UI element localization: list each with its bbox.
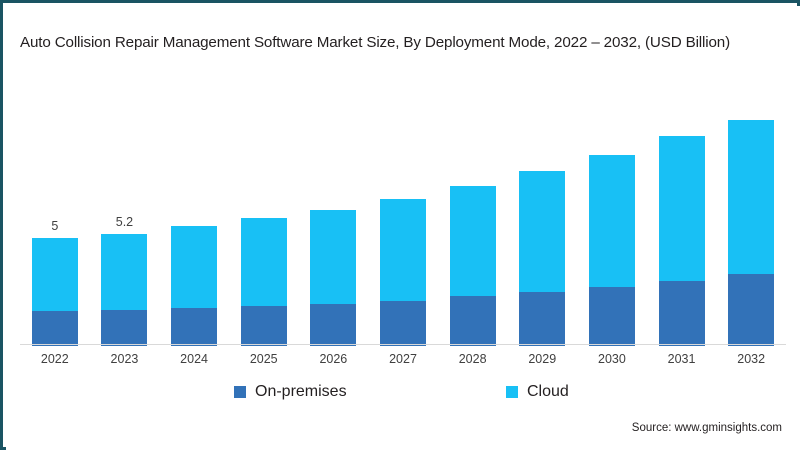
bar-group[interactable]: 5.2	[101, 215, 148, 346]
chart-canvas: Auto Collision Repair Management Softwar…	[6, 6, 800, 450]
bar-segment-on-premises[interactable]	[171, 308, 218, 346]
x-axis-tick-2028: 2028	[458, 352, 487, 366]
bar-value-label: 5.2	[115, 214, 134, 229]
legend-label-on-premises: On-premises	[255, 383, 347, 400]
bar-segment-on-premises[interactable]	[380, 300, 426, 346]
x-axis-tick-2030: 2030	[598, 352, 626, 366]
bar-segment-cloud[interactable]	[449, 186, 496, 297]
bar-segment-cloud[interactable]	[519, 170, 566, 292]
bar-segment-on-premises[interactable]	[449, 296, 496, 346]
x-axis-tick-2032: 2032	[737, 352, 766, 366]
x-axis-tick-2029: 2029	[528, 352, 557, 366]
bar-segment-on-premises[interactable]	[658, 281, 705, 346]
bar-segment-cloud[interactable]	[240, 218, 287, 306]
x-axis-tick-2022: 2022	[40, 352, 69, 366]
bar-segment-cloud[interactable]	[31, 237, 78, 312]
bar-segment-on-premises[interactable]	[240, 306, 287, 346]
bar-segment-on-premises[interactable]	[310, 303, 357, 346]
bar-segment-cloud[interactable]	[101, 233, 148, 311]
bar-value-label: 5	[51, 218, 59, 233]
bar-segment-cloud[interactable]	[588, 154, 635, 287]
plot-area: 5 5.2	[20, 106, 786, 346]
bar-segment-cloud[interactable]	[658, 136, 705, 282]
bar-group[interactable]	[728, 120, 775, 346]
x-axis-tick-2023: 2023	[110, 352, 139, 366]
bar-segment-cloud[interactable]	[310, 209, 357, 304]
legend-swatch-cloud	[506, 386, 518, 398]
bar-segment-cloud[interactable]	[171, 226, 218, 309]
bar-segment-on-premises[interactable]	[728, 273, 775, 346]
bar-segment-on-premises[interactable]	[101, 310, 148, 346]
bar-group[interactable]	[310, 209, 357, 346]
bar-segment-on-premises[interactable]	[519, 291, 566, 346]
x-axis-tick-2031: 2031	[667, 352, 696, 366]
bar-group[interactable]	[449, 186, 496, 346]
x-axis-tick-2024: 2024	[180, 352, 208, 366]
legend-swatch-on-premises	[234, 386, 246, 398]
bar-group[interactable]	[519, 170, 566, 346]
bar-segment-on-premises[interactable]	[588, 286, 635, 346]
legend-label-cloud: Cloud	[527, 383, 569, 400]
bar-group[interactable]	[380, 199, 426, 346]
bar-segment-cloud[interactable]	[380, 199, 426, 301]
legend-item-on-premises[interactable]: On-premises	[234, 384, 347, 400]
bar-segment-on-premises[interactable]	[31, 311, 78, 346]
legend-item-cloud[interactable]: Cloud	[506, 384, 569, 400]
source-attribution: Source: www.gminsights.com	[631, 422, 782, 434]
x-axis-tick-2026: 2026	[319, 352, 348, 366]
x-axis-tick-2025: 2025	[249, 352, 278, 366]
page-title: Auto Collision Repair Management Softwar…	[20, 34, 730, 51]
bar-group[interactable]	[588, 154, 635, 346]
bar-segment-cloud[interactable]	[728, 120, 775, 274]
bar-group[interactable]	[171, 226, 218, 346]
bar-group[interactable]: 5	[31, 219, 78, 346]
x-axis-line	[20, 344, 786, 345]
chart-legend: On-premises Cloud	[6, 384, 800, 408]
bar-group[interactable]	[240, 218, 287, 346]
bar-group[interactable]	[658, 136, 705, 346]
x-axis-tick-2027: 2027	[389, 352, 417, 366]
